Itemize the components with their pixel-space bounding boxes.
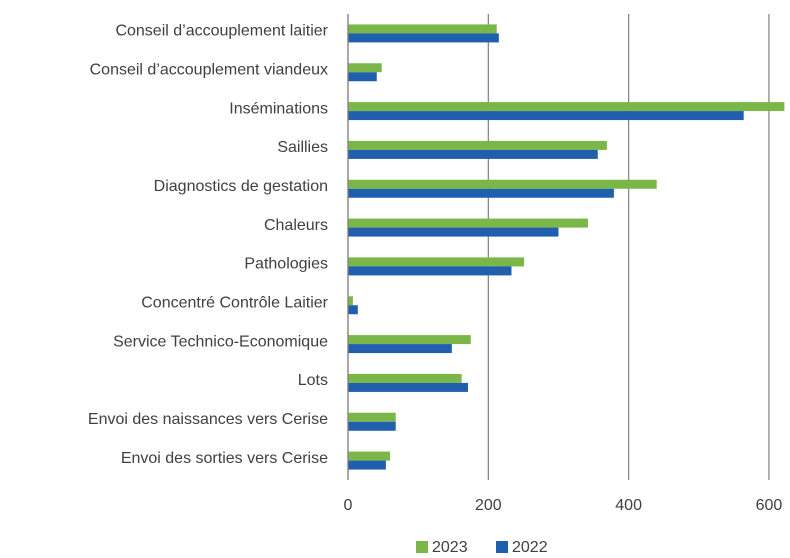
bar bbox=[348, 421, 396, 431]
bar bbox=[348, 33, 499, 43]
bar bbox=[348, 24, 497, 34]
y-tick-label: Concentré Contrôle Laitier bbox=[141, 294, 328, 311]
legend-swatch bbox=[416, 541, 428, 553]
bar bbox=[348, 149, 598, 159]
bar bbox=[348, 382, 468, 392]
bar bbox=[348, 140, 607, 150]
bar bbox=[348, 102, 785, 112]
bar bbox=[348, 305, 358, 315]
y-tick-label: Diagnostics de gestation bbox=[154, 178, 328, 195]
bar bbox=[348, 412, 396, 422]
legend-label: 2023 bbox=[432, 539, 468, 556]
bar bbox=[348, 72, 377, 82]
bar bbox=[348, 373, 462, 383]
y-tick-label: Conseil d’accouplement laitier bbox=[115, 23, 328, 40]
bar bbox=[348, 335, 471, 345]
bar bbox=[348, 227, 559, 237]
bar bbox=[348, 111, 744, 121]
bar bbox=[348, 344, 452, 354]
bar bbox=[348, 451, 391, 461]
bar bbox=[348, 218, 588, 228]
y-tick-label: Inséminations bbox=[229, 100, 328, 117]
legend-label: 2022 bbox=[512, 539, 548, 556]
x-tick-label: 200 bbox=[475, 497, 502, 514]
y-tick-label: Pathologies bbox=[244, 256, 328, 273]
y-tick-label: Lots bbox=[298, 372, 328, 389]
y-tick-label: Chaleurs bbox=[264, 217, 328, 234]
legend-swatch bbox=[496, 541, 508, 553]
bar bbox=[348, 266, 512, 276]
x-tick-label: 600 bbox=[756, 497, 783, 514]
bar bbox=[348, 179, 657, 189]
x-tick-label: 0 bbox=[344, 497, 353, 514]
bar bbox=[348, 257, 525, 267]
bar bbox=[348, 296, 353, 306]
y-tick-label: Envoi des sorties vers Cerise bbox=[121, 450, 328, 467]
bar bbox=[348, 188, 614, 198]
bar bbox=[348, 460, 386, 470]
x-tick-label: 400 bbox=[615, 497, 642, 514]
y-tick-label: Saillies bbox=[277, 139, 328, 156]
y-tick-label: Envoi des naissances vers Cerise bbox=[88, 411, 328, 428]
bar bbox=[348, 63, 382, 73]
y-tick-label: Conseil d’accouplement viandeux bbox=[90, 61, 328, 78]
y-tick-label: Service Technico-Economique bbox=[113, 333, 328, 350]
